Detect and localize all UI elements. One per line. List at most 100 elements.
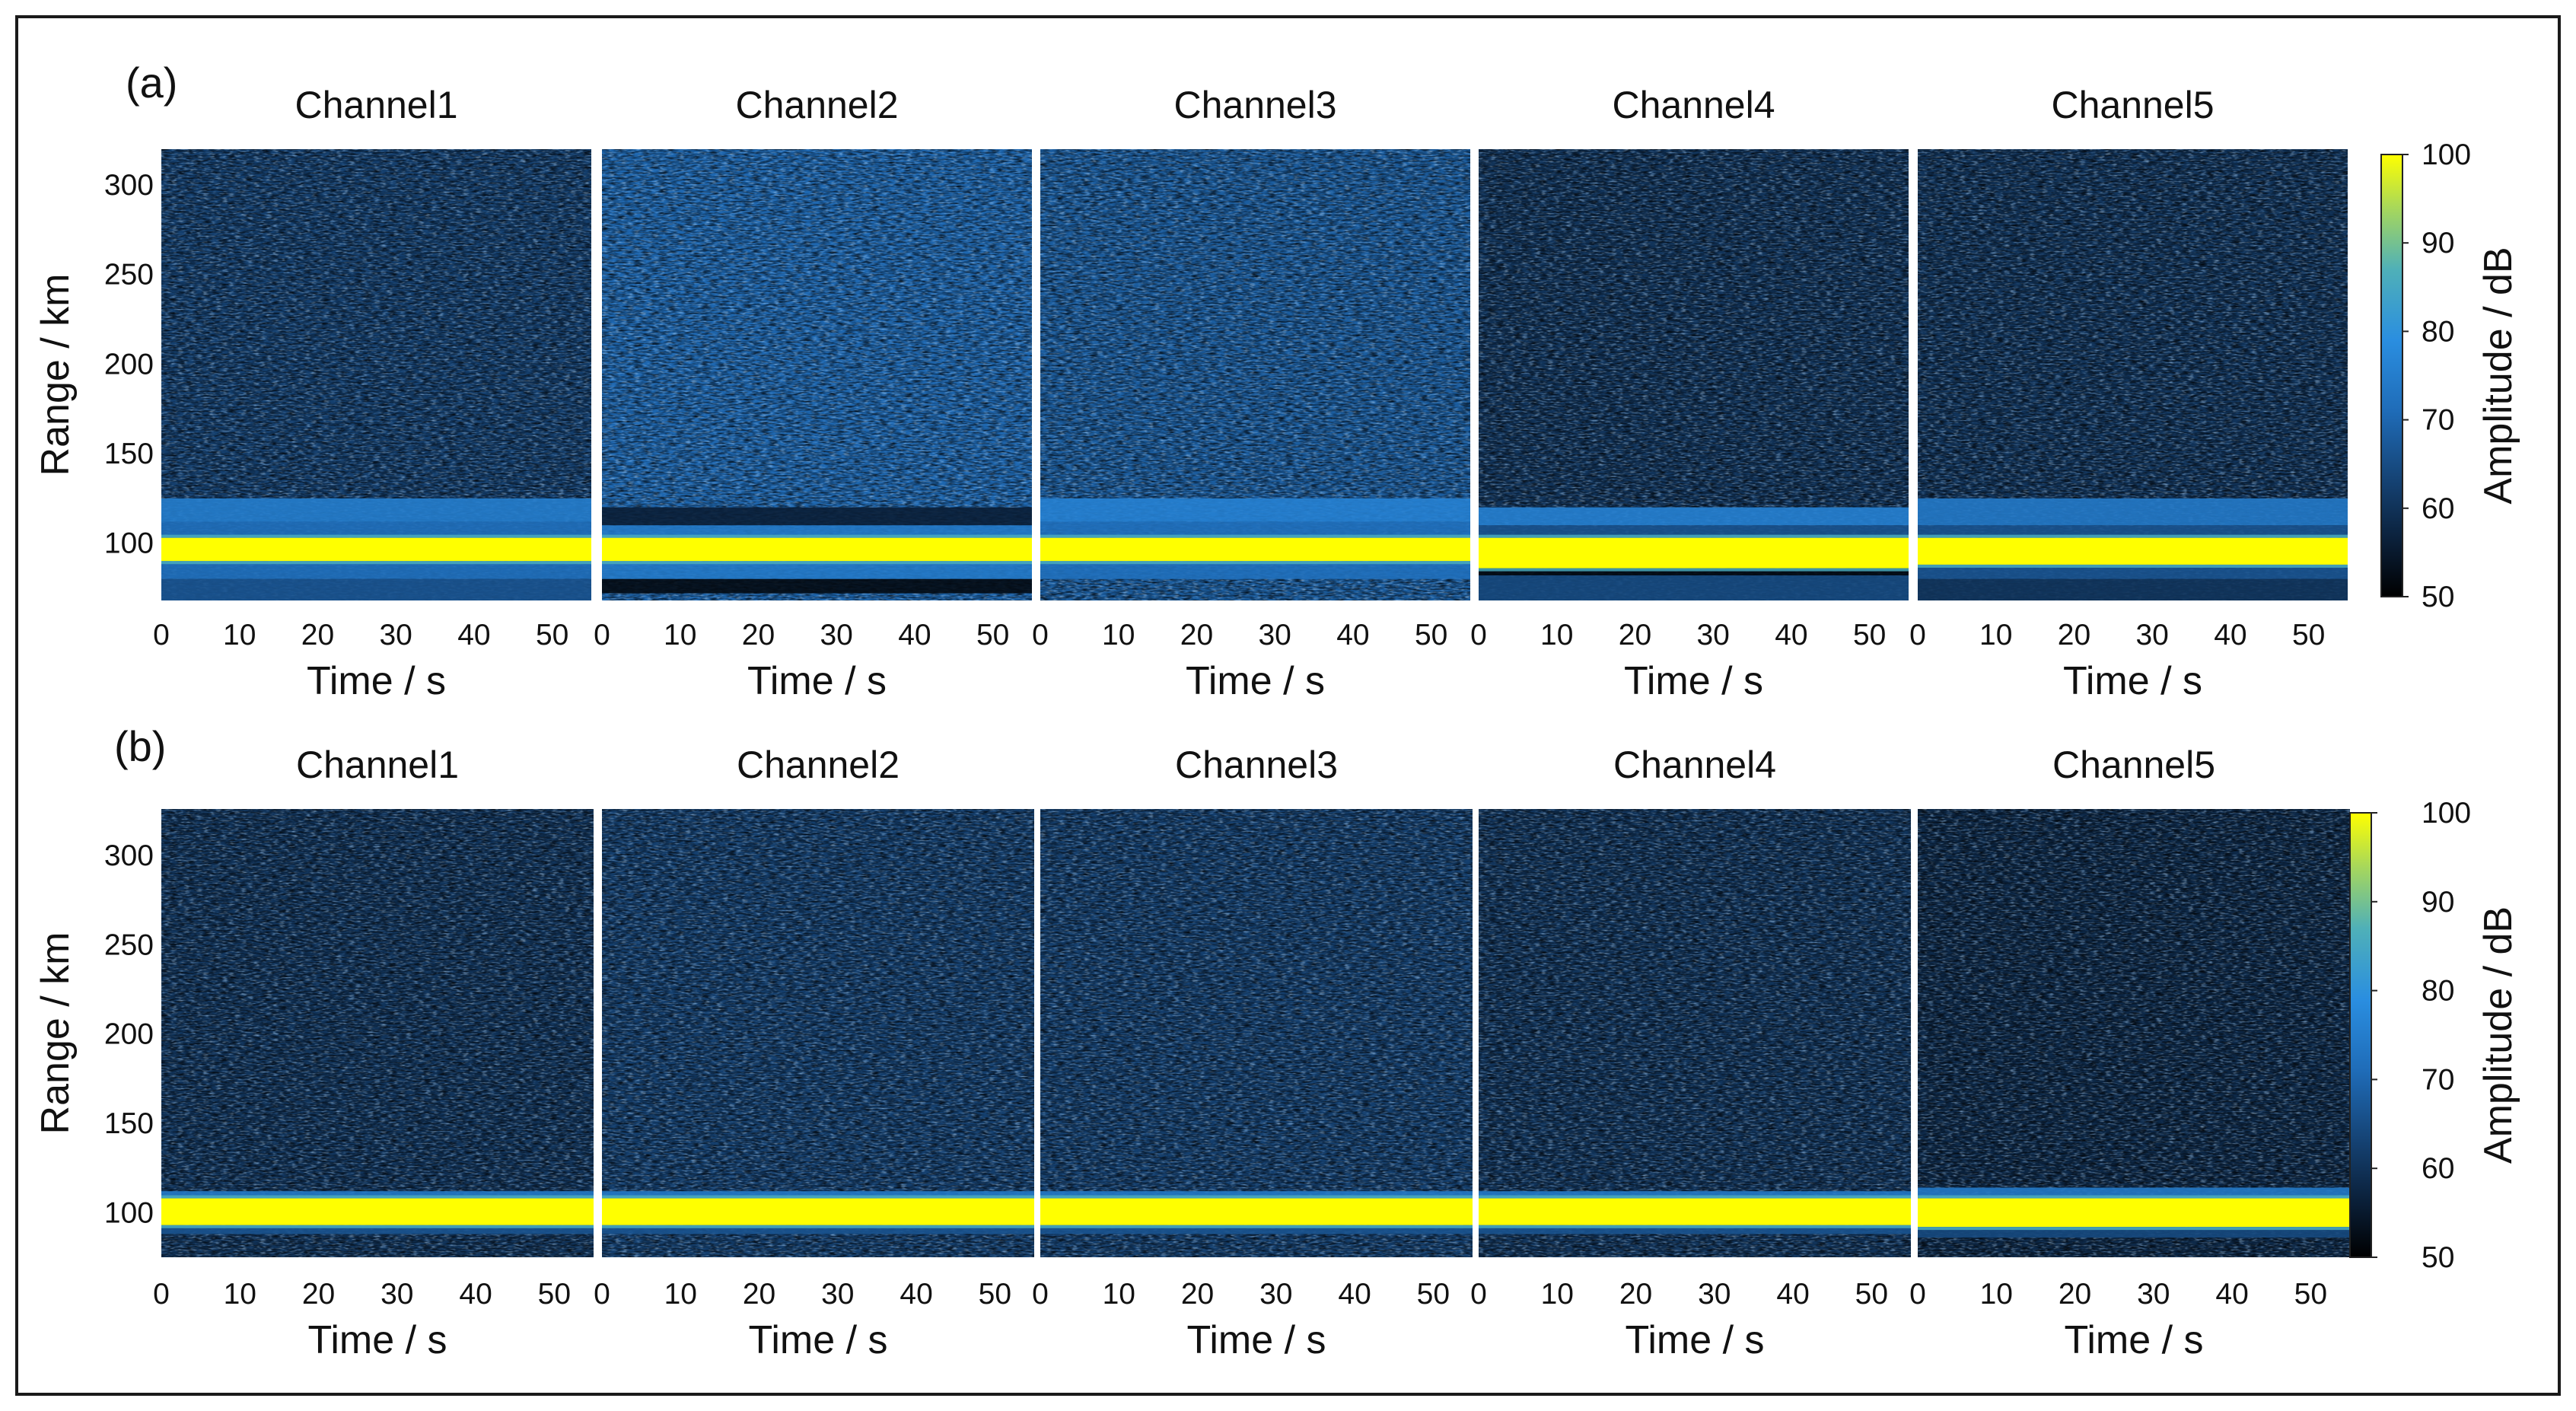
echo-band-edge [1918,564,2348,568]
x-tick-label: 10 [664,619,696,651]
x-tick-label: 50 [976,619,1009,651]
colorbar-tick-label: 100 [2422,797,2471,830]
echo-band [161,537,591,562]
channel-plot-2: Channel2 0 10 20 30 40 50 Time / s [594,744,1034,1362]
sidelobe-band [1479,568,1909,576]
y-axis-label: Range / km [33,274,78,476]
x-tick-label: 0 [1470,1278,1487,1311]
colorbar-gradient [2380,154,2403,597]
sidelobe-band [1040,521,1470,538]
echo-band-edge [1479,534,1909,538]
channel-title: Channel4 [1612,84,1775,126]
x-tick-label: 30 [1696,619,1729,651]
sidelobe-band [1918,564,2348,579]
y-tick-label: 300 [104,169,154,202]
sidelobe-band [1918,578,2348,600]
x-tick-label: 0 [594,619,610,651]
x-axis-label: Time / s [1624,659,1763,703]
echo-band-edge [602,534,1032,538]
colorbar-label: Amplitude / dB [2476,906,2520,1164]
sidelobe-band [161,1191,594,1199]
x-tick-label: 50 [1853,619,1886,651]
sidelobe-band [602,578,1032,594]
y-tick-label: 100 [104,527,154,560]
colorbar: 50 60 70 80 90 100 Amplitude / dB [2349,797,2520,1274]
heatmap-noise-light [161,809,594,1257]
x-tick-label: 50 [1417,1278,1450,1311]
x-tick-label: 20 [301,619,334,651]
echo-band-edge [602,561,1032,565]
x-tick-label: 30 [821,1278,854,1311]
channel-plot-5: Channel5 0 10 20 30 40 50 Time / s [1909,84,2348,703]
echo-band-edge [1918,1227,2350,1231]
panel-label: (b) [114,722,166,770]
y-tick-label: 300 [104,839,154,872]
echo-band-edge [1479,568,1909,572]
x-tick-label: 50 [1855,1278,1888,1311]
x-tick-label: 10 [1541,1278,1574,1311]
echo-band-edge [161,1225,594,1228]
x-tick-label: 20 [1181,1278,1214,1311]
y-tick-label: 250 [104,928,154,961]
heatmap-noise-light [602,809,1034,1257]
x-tick-label: 10 [1103,1278,1135,1311]
x-tick-label: 30 [1698,1278,1731,1311]
colorbar-tick-label: 80 [2422,315,2454,348]
echo-band-edge [1918,1195,2350,1199]
echo-band-edge [602,1225,1034,1228]
x-tick-label: 40 [459,1278,492,1311]
echo-band [1918,537,2348,565]
echo-band-edge [1479,1225,1911,1228]
x-tick-label: 20 [1619,1278,1652,1311]
x-tick-label: 10 [223,619,256,651]
sidelobe-band [1040,498,1470,522]
x-tick-label: 0 [1470,619,1487,651]
colorbar-tick-label: 60 [2422,1152,2454,1185]
sidelobe-band [161,561,591,579]
sidelobe-band [1479,1191,1911,1199]
channel-title: Channel3 [1175,744,1338,786]
panel-label: (a) [126,59,177,107]
x-tick-label: 40 [2215,1278,2248,1311]
sidelobe-band [1040,561,1470,579]
colorbar: 50 60 70 80 90 100 Amplitude / dB [2380,139,2520,613]
colorbar-tick-label: 80 [2422,975,2454,1008]
x-tick-label: 20 [2058,619,2090,651]
channel-plot-3: Channel3 0 10 20 30 40 50 Time / s [1032,84,1470,703]
colorbar-tick-label: 100 [2422,139,2471,171]
x-tick-label: 40 [1338,1278,1371,1311]
channel-plot-5: Channel5 0 10 20 30 40 50 Time / s [1909,744,2350,1362]
sidelobe-band [1040,1225,1473,1234]
x-tick-label: 50 [538,1278,571,1311]
echo-band-edge [1040,1195,1473,1199]
x-tick-label: 50 [2294,1278,2327,1311]
colorbar-tick-label: 90 [2422,886,2454,919]
echo-band-edge [161,534,591,538]
x-tick-label: 40 [1775,619,1807,651]
sidelobe-band [1479,525,1909,538]
x-tick-label: 10 [1540,619,1573,651]
colorbar-gradient [2349,812,2372,1258]
channel-title: Channel5 [2051,84,2214,126]
x-tick-label: 20 [742,619,775,651]
y-axis-label: Range / km [33,932,78,1135]
channel-plot-1: Channel1 0 10 20 30 40 50 Time / s 100 150 200 250 3… [33,744,594,1362]
sidelobe-band [602,561,1032,579]
x-tick-label: 40 [900,1278,932,1311]
channel-title: Channel2 [735,84,898,126]
x-tick-label: 40 [1336,619,1369,651]
x-tick-label: 0 [1909,619,1926,651]
heatmap-noise-light [1918,809,2350,1257]
sidelobe-band [161,498,591,522]
x-tick-label: 0 [1032,1278,1049,1311]
x-tick-label: 30 [2135,619,2168,651]
x-tick-label: 40 [2214,619,2246,651]
echo-band [602,537,1032,562]
figure-border [15,15,2561,1396]
echo-band [1918,1198,2350,1228]
x-axis-label: Time / s [2063,659,2202,703]
echo-band-edge [1040,534,1470,538]
x-tick-label: 40 [898,619,931,651]
